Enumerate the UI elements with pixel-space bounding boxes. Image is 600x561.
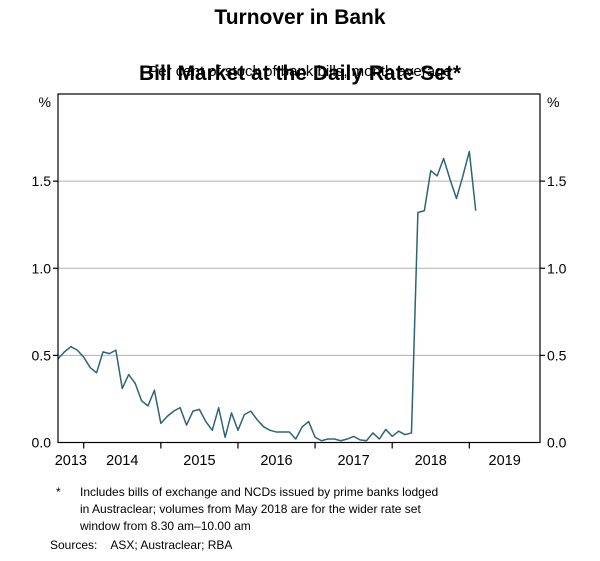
y-axis-label-left: 1.0: [32, 260, 52, 276]
chart-title: Turnover in Bank Bill Market at the Dail…: [0, 4, 600, 88]
x-axis-label: 2018: [415, 453, 447, 469]
x-axis-label: 2017: [337, 453, 369, 469]
chart-subtitle: Per cent of stock of bank bills, month a…: [148, 63, 452, 80]
sources-value: ASX; Austraclear; RBA: [110, 538, 233, 552]
x-axis-label: 2014: [106, 453, 138, 469]
y-axis-unit-left: %: [39, 94, 51, 110]
x-axis-label: 2016: [260, 453, 292, 469]
y-axis-label-right: 1.0: [547, 260, 567, 276]
sources-row: Sources: ASX; Austraclear; RBA: [50, 537, 232, 554]
footnote-text: Includes bills of exchange and NCDs issu…: [80, 485, 439, 533]
y-axis-label-left: 1.5: [32, 173, 52, 189]
plot-frame: [57, 93, 541, 444]
y-axis-label-right: 1.5: [547, 173, 567, 189]
y-axis-label-left: 0.0: [32, 435, 52, 451]
footnote-marker: *: [56, 485, 61, 499]
y-axis-label-right: 0.0: [547, 435, 567, 451]
x-axis-label: 2015: [183, 453, 215, 469]
chart-title-line2: Bill Market at the Daily Rate Set*: [138, 62, 462, 85]
data-line: [57, 150, 477, 442]
y-axis-unit-right: %: [547, 94, 559, 110]
sources-label: Sources:: [50, 538, 98, 552]
x-axis-label: 2013: [55, 453, 87, 469]
chart-title-line1: Turnover in Bank: [214, 6, 386, 29]
x-axis-label: 2019: [489, 453, 521, 469]
y-axis-label-left: 0.5: [32, 347, 52, 363]
y-axis-label-right: 0.5: [547, 347, 567, 363]
